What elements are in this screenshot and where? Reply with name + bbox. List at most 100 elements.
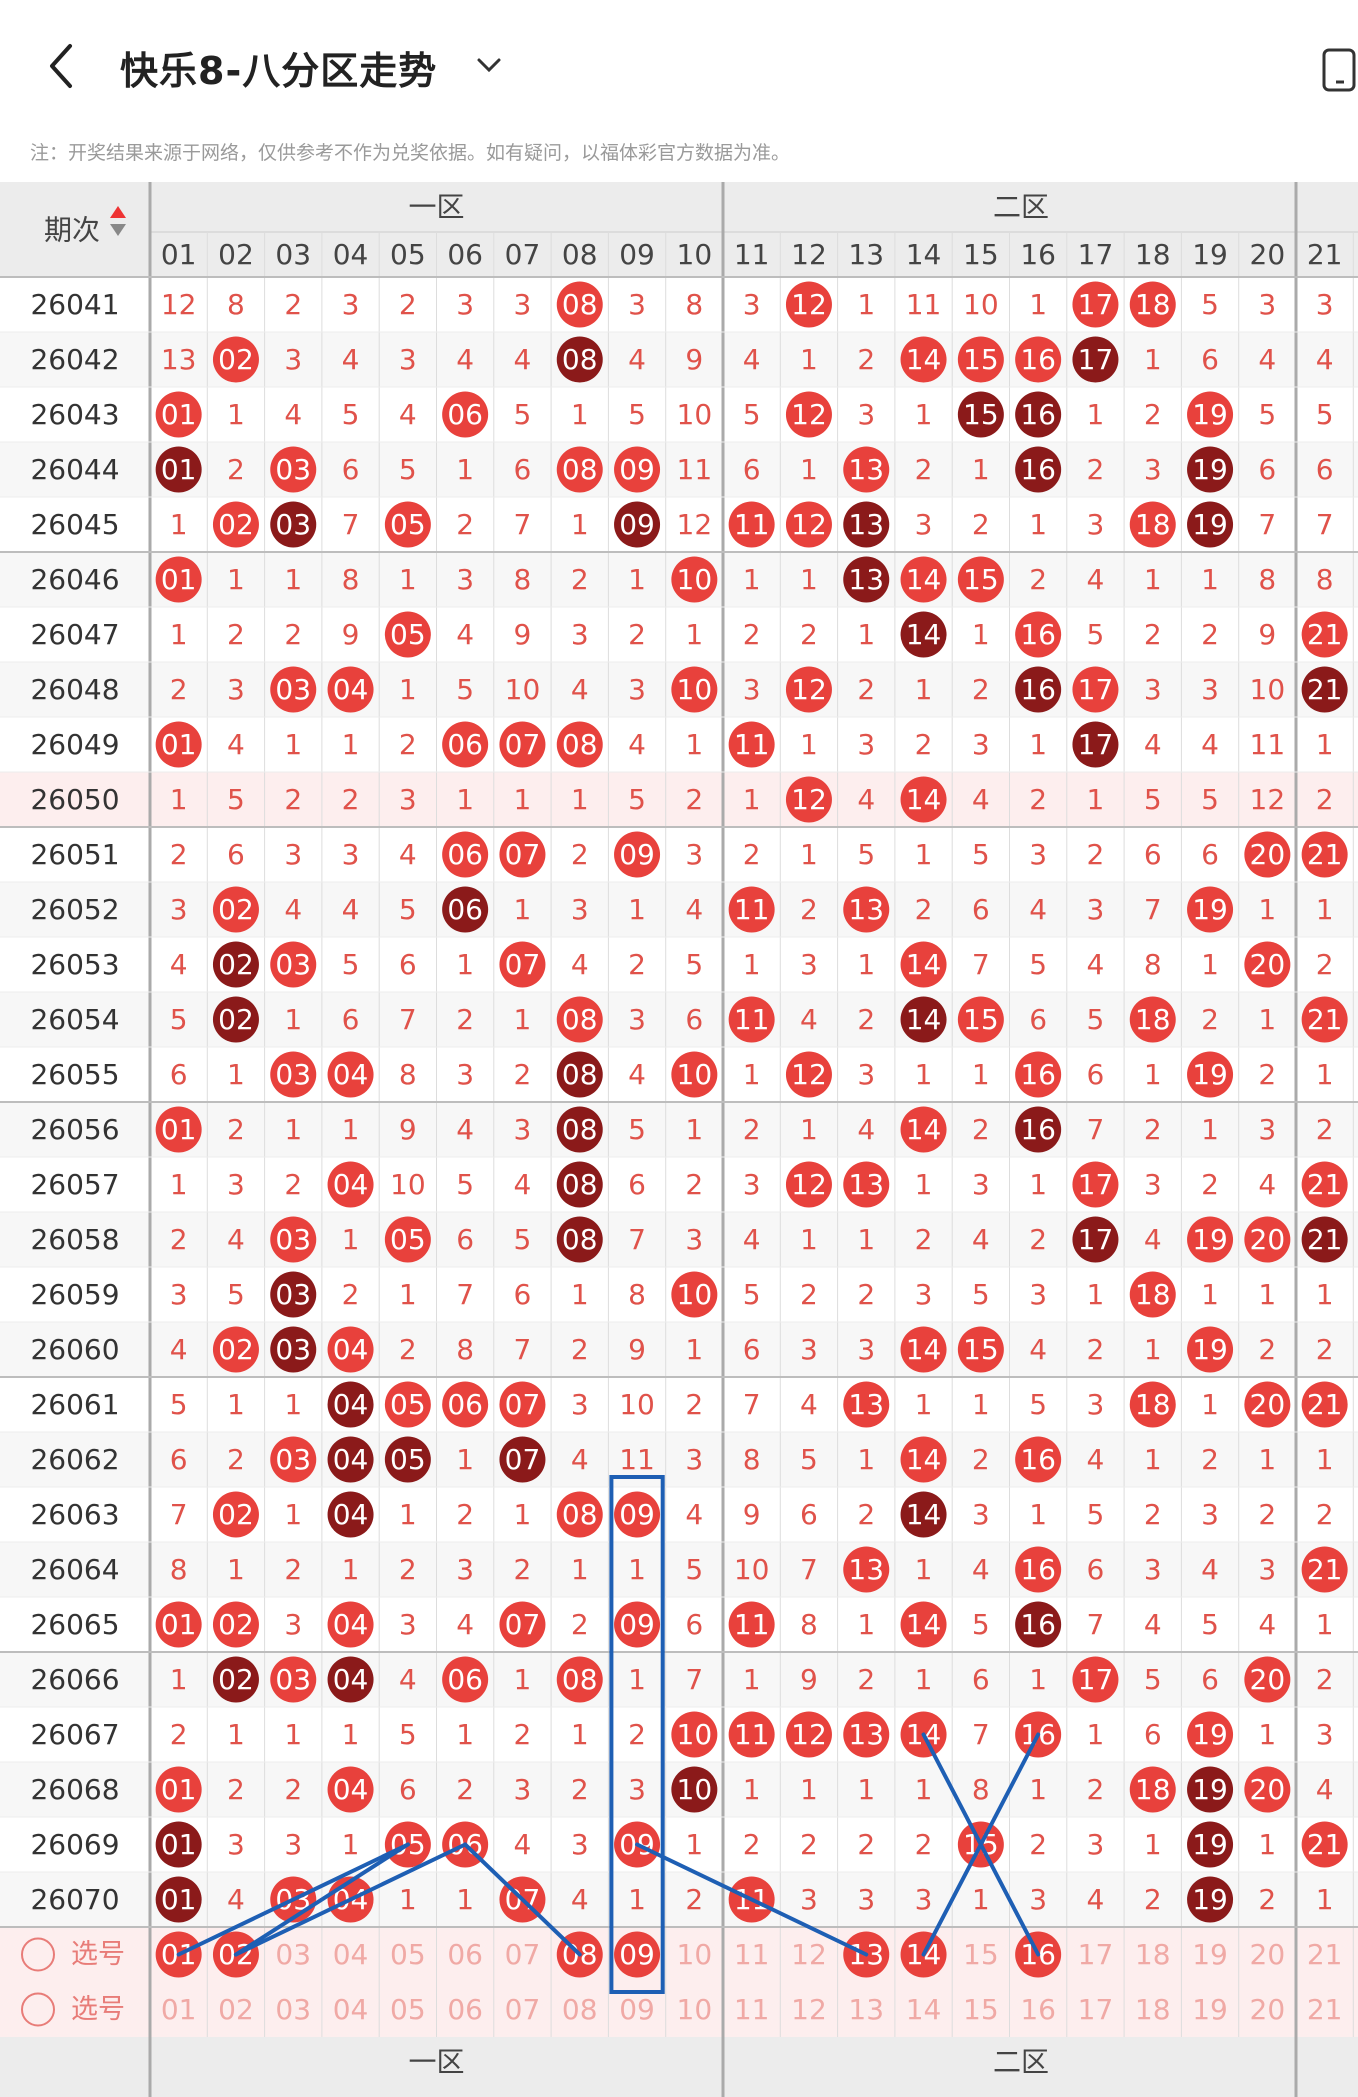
hit-ball — [270, 1436, 317, 1483]
period-cell: 26042 — [30, 343, 119, 376]
select-number[interactable]: 18 — [1135, 1993, 1171, 2026]
miss-count: 2 — [571, 563, 589, 596]
miss-count: 1 — [685, 1113, 703, 1146]
selected-number[interactable]: 09 — [619, 1938, 655, 1971]
miss-count: 2 — [514, 1718, 532, 1751]
selected-ball[interactable] — [614, 1931, 661, 1978]
drawn-trend-line — [921, 1732, 1041, 1957]
select-number[interactable]: 21 — [1307, 1993, 1343, 2026]
select-number[interactable]: 06 — [447, 1938, 483, 1971]
hit-ball — [1187, 1711, 1234, 1758]
select-number[interactable]: 16 — [1020, 1993, 1056, 2026]
select-number[interactable]: 09 — [619, 1993, 655, 2026]
select-number[interactable]: 05 — [390, 1993, 426, 2026]
hit-number: 08 — [562, 1498, 598, 1531]
miss-count: 3 — [743, 673, 761, 706]
miss-count: 3 — [800, 948, 818, 981]
hit-ball — [900, 776, 947, 823]
miss-count: 5 — [972, 1278, 990, 1311]
hit-ball — [270, 1326, 317, 1373]
select-number[interactable]: 05 — [390, 1938, 426, 1971]
select-label[interactable]: 选号 — [71, 1994, 125, 2025]
hit-number: 20 — [1250, 948, 1286, 981]
select-number[interactable]: 14 — [906, 1993, 942, 2026]
column-header-21: 21 — [1307, 238, 1343, 271]
miss-count: 3 — [857, 1883, 875, 1916]
select-number[interactable]: 15 — [963, 1938, 999, 1971]
miss-count: 1 — [628, 1553, 646, 1586]
column-header-18: 18 — [1135, 238, 1171, 271]
hit-ball — [1187, 501, 1234, 548]
hit-number: 17 — [1078, 728, 1114, 761]
select-number[interactable]: 07 — [505, 1993, 541, 2026]
hit-number: 10 — [677, 563, 713, 596]
select-number[interactable]: 10 — [677, 1938, 713, 1971]
select-number[interactable]: 03 — [275, 1938, 311, 1971]
select-radio-icon[interactable] — [21, 1992, 55, 2027]
miss-count: 3 — [915, 508, 933, 541]
miss-count: 4 — [456, 1608, 474, 1641]
hit-number: 11 — [734, 893, 770, 926]
miss-count: 2 — [284, 1773, 302, 1806]
select-number[interactable]: 11 — [734, 1993, 770, 2026]
hit-number: 08 — [562, 1168, 598, 1201]
hit-ball — [728, 1601, 775, 1648]
hit-number: 06 — [447, 1663, 483, 1696]
select-number[interactable]: 06 — [447, 1993, 483, 2026]
zone-1-header-bg — [150, 182, 723, 232]
select-number[interactable]: 21 — [1307, 1938, 1343, 1971]
hit-ball — [1129, 1271, 1176, 1318]
chevron-down-icon[interactable] — [474, 50, 504, 80]
select-number[interactable]: 04 — [333, 1938, 369, 1971]
sort-down-icon[interactable] — [110, 224, 126, 236]
hit-number: 20 — [1250, 1663, 1286, 1696]
select-number[interactable]: 17 — [1078, 1938, 1114, 1971]
miss-count: 10 — [390, 1168, 426, 1201]
select-label[interactable]: 选号 — [71, 1939, 125, 1970]
select-number[interactable]: 12 — [791, 1993, 827, 2026]
miss-count: 2 — [1144, 1498, 1162, 1531]
hit-number: 17 — [1078, 673, 1114, 706]
select-number[interactable]: 10 — [677, 1993, 713, 2026]
select-number[interactable]: 12 — [791, 1938, 827, 1971]
miss-count: 6 — [685, 1608, 703, 1641]
device-icon[interactable] — [1322, 48, 1358, 92]
select-number[interactable]: 15 — [963, 1993, 999, 2026]
miss-count: 3 — [514, 1113, 532, 1146]
select-number[interactable]: 20 — [1250, 1993, 1286, 2026]
hit-ball — [270, 1271, 317, 1318]
column-header-16: 16 — [1020, 238, 1056, 271]
period-header[interactable]: 期次 — [44, 214, 100, 247]
hit-ball — [1015, 611, 1062, 658]
period-cell: 26049 — [30, 728, 119, 761]
miss-count: 1 — [800, 1773, 818, 1806]
miss-count: 1 — [743, 563, 761, 596]
miss-count: 1 — [1144, 1443, 1162, 1476]
sort-up-icon[interactable] — [110, 206, 126, 218]
select-number[interactable]: 20 — [1250, 1938, 1286, 1971]
select-number[interactable]: 01 — [161, 1993, 197, 2026]
trend-chart[interactable]: 一区 二区 期次 01 02 03 04 05 06 07 08 09 10 11 12 13 14 15 16 17… — [0, 182, 1358, 2097]
back-arrow-icon[interactable] — [38, 36, 88, 96]
column-header-10: 10 — [677, 238, 713, 271]
select-number[interactable]: 11 — [734, 1938, 770, 1971]
hit-number: 15 — [963, 1003, 999, 1036]
select-number[interactable]: 07 — [505, 1938, 541, 1971]
select-number[interactable]: 17 — [1078, 1993, 1114, 2026]
select-number[interactable]: 19 — [1192, 1938, 1228, 1971]
miss-count: 2 — [342, 1278, 360, 1311]
hit-ball — [1244, 1766, 1291, 1813]
select-number[interactable]: 03 — [275, 1993, 311, 2026]
select-number[interactable]: 18 — [1135, 1938, 1171, 1971]
hit-ball — [1301, 611, 1348, 658]
select-number[interactable]: 02 — [218, 1993, 254, 2026]
miss-count: 1 — [1316, 1608, 1334, 1641]
select-number[interactable]: 08 — [562, 1993, 598, 2026]
select-radio-icon[interactable] — [21, 1937, 55, 1972]
select-number[interactable]: 19 — [1192, 1993, 1228, 2026]
select-number[interactable]: 13 — [848, 1993, 884, 2026]
select-number[interactable]: 04 — [333, 1993, 369, 2026]
hit-ball — [614, 1491, 661, 1538]
hit-number: 20 — [1250, 1388, 1286, 1421]
hit-ball — [671, 1711, 718, 1758]
